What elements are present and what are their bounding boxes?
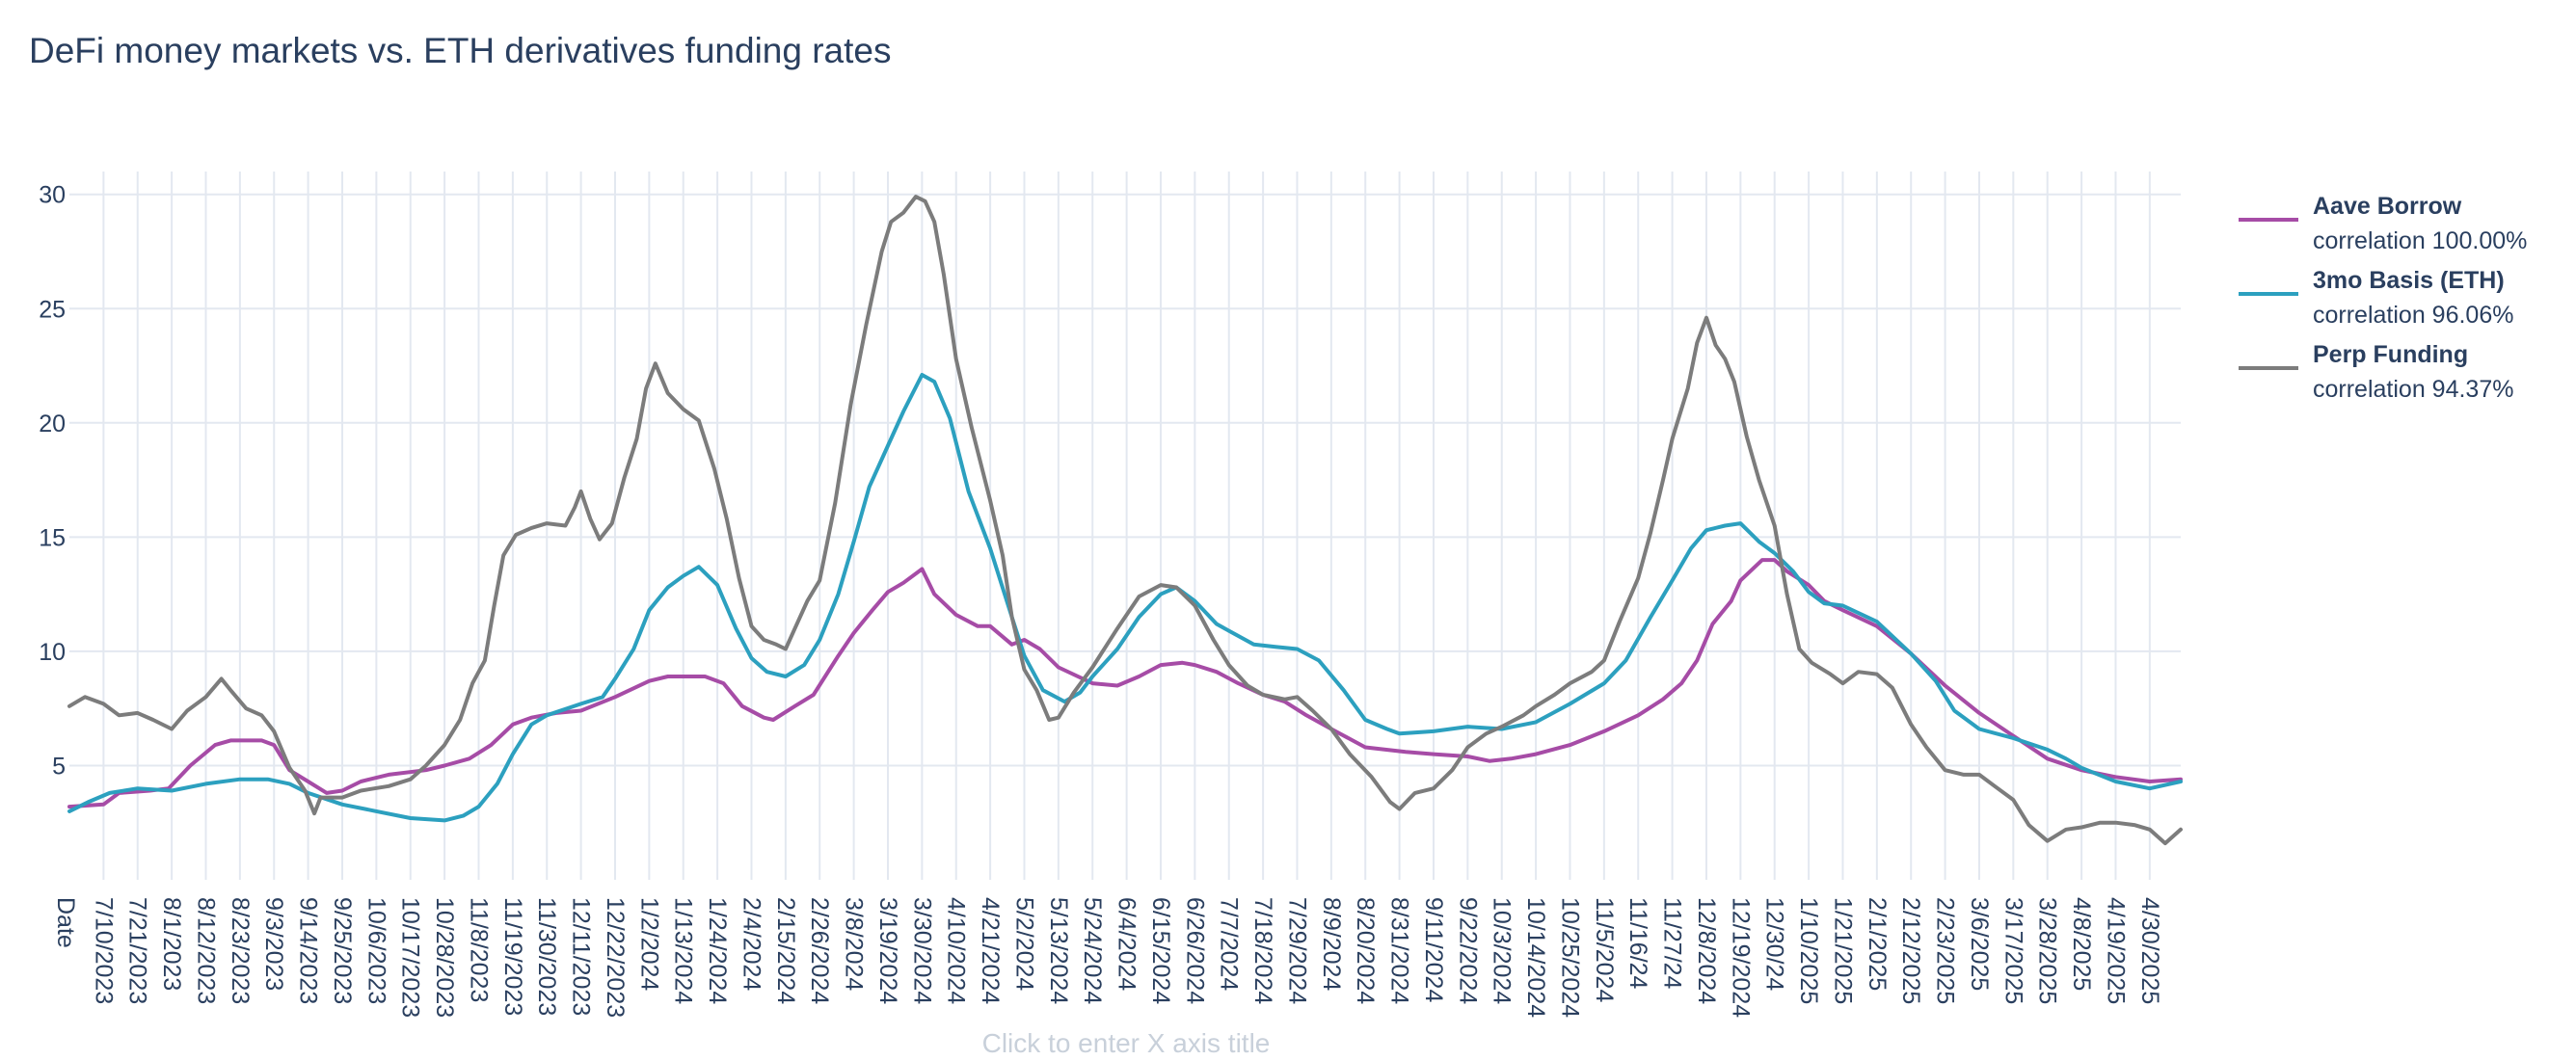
- x-tick-label: 6/4/2024: [1114, 897, 1140, 991]
- x-tick-label: 12/22/2023: [602, 897, 629, 1018]
- series-line-aave-borrow[interactable]: [67, 558, 2183, 809]
- x-tick-label: 1/21/2025: [1829, 897, 1856, 1004]
- x-tick-label: 2/23/2025: [1932, 897, 1959, 1004]
- x-tick-label: 9/3/2023: [260, 897, 287, 991]
- x-tick-label: 10/3/2024: [1489, 897, 1516, 1004]
- x-tick-label: 8/12/2023: [192, 897, 219, 1004]
- x-tick-label: 7/29/2024: [1283, 897, 1310, 1004]
- x-tick-label: 5/2/2024: [1010, 897, 1037, 991]
- x-tick-label: 3/6/2025: [1966, 897, 1993, 991]
- x-tick-label: 4/30/2025: [2136, 897, 2163, 1004]
- legend-series-name: 3mo Basis (ETH): [2313, 267, 2505, 294]
- x-axis: Date 7/10/2023 7/21/2023 8/1/2023 8/12/2023 8…: [52, 897, 2163, 1018]
- x-tick-label: 10/28/2023: [431, 897, 458, 1018]
- x-tick-label: 10/6/2023: [362, 897, 389, 1004]
- x-tick-label: 3/19/2024: [874, 897, 901, 1004]
- x-tick-label: 7/21/2023: [124, 897, 151, 1004]
- x-tick-label: 3/30/2024: [908, 897, 935, 1004]
- series-line-3mo-basis-eth[interactable]: [67, 373, 2183, 823]
- y-tick-label: 30: [39, 182, 66, 209]
- x-tick-label: 11/5/2024: [1591, 897, 1618, 1002]
- x-tick-label: 3/28/2025: [2034, 897, 2061, 1004]
- x-tick-label: 2/26/2024: [806, 897, 833, 1004]
- x-tick-label: 8/20/2024: [1352, 897, 1379, 1004]
- x-tick-label: 5/13/2024: [1045, 897, 1072, 1004]
- legend-series-name: Perp Funding: [2313, 341, 2468, 368]
- x-tick-label: 10/25/2024: [1556, 897, 1583, 1018]
- x-tick-label: 12/11/2023: [568, 897, 595, 1016]
- y-tick-label: 25: [39, 296, 66, 323]
- legend-correlation: correlation 96.06%: [2313, 302, 2513, 329]
- x-tick-label: 11/19/2023: [499, 897, 526, 1016]
- x-tick-label-first: Date: [52, 897, 79, 948]
- y-tick-label: 10: [39, 639, 66, 666]
- legend-correlation: correlation 94.37%: [2313, 376, 2513, 403]
- x-tick-label: 11/30/2023: [533, 897, 560, 1016]
- legend-item[interactable]: Aave Borrow correlation 100.00%: [2239, 193, 2527, 254]
- x-tick-label: 5/24/2024: [1079, 897, 1106, 1004]
- x-tick-label: 7/10/2023: [90, 897, 117, 1004]
- x-tick-label: 8/31/2024: [1386, 897, 1413, 1004]
- y-tick-label: 15: [39, 524, 66, 551]
- x-tick-label: 2/15/2024: [772, 897, 799, 1004]
- x-tick-label: 2/1/2025: [1864, 897, 1891, 991]
- x-tick-label: 11/8/2023: [465, 897, 492, 1002]
- legend-item[interactable]: Perp Funding correlation 94.37%: [2239, 341, 2513, 403]
- series-layer: [67, 195, 2183, 846]
- x-tick-label: 8/23/2023: [227, 897, 254, 1004]
- legend-item[interactable]: 3mo Basis (ETH) correlation 96.06%: [2239, 267, 2513, 329]
- x-tick-label: 10/14/2024: [1522, 897, 1549, 1018]
- x-tick-label: 12/8/2024: [1693, 897, 1720, 1004]
- legend-series-name: Aave Borrow: [2313, 193, 2462, 220]
- x-tick-label: 10/17/2023: [397, 897, 424, 1018]
- x-axis-title-placeholder[interactable]: Click to enter X axis title: [982, 1028, 1271, 1058]
- x-tick-label: 7/18/2024: [1249, 897, 1276, 1004]
- x-tick-label: 9/25/2023: [329, 897, 356, 1004]
- x-tick-label: 2/4/2024: [738, 897, 765, 991]
- legend-correlation: correlation 100.00%: [2313, 227, 2527, 254]
- x-tick-label: 4/21/2024: [977, 897, 1004, 1004]
- x-tick-label: 1/13/2024: [670, 897, 697, 1004]
- x-tick-label: 4/19/2025: [2102, 897, 2129, 1004]
- x-tick-label: 8/9/2024: [1318, 897, 1345, 991]
- x-tick-label: 7/7/2024: [1216, 897, 1243, 991]
- x-tick-label: 12/30/24: [1761, 897, 1788, 991]
- x-tick-label: 1/10/2025: [1795, 897, 1822, 1004]
- chart-title: DeFi money markets vs. ETH derivatives f…: [29, 31, 892, 70]
- x-tick-label: 9/11/2024: [1420, 897, 1447, 1002]
- x-tick-label: 1/2/2024: [635, 897, 662, 991]
- x-tick-label: 11/27/24: [1659, 897, 1686, 990]
- x-tick-label: 4/10/2024: [943, 897, 970, 1004]
- x-tick-label: 1/24/2024: [704, 897, 731, 1004]
- x-tick-label: 4/8/2025: [2068, 897, 2095, 991]
- y-tick-label: 5: [52, 753, 66, 780]
- y-axis: 5 10 15 20 25 30: [39, 182, 66, 781]
- series-line-perp-funding[interactable]: [67, 195, 2183, 846]
- x-tick-label: 8/1/2023: [158, 897, 185, 991]
- grid: [69, 172, 2181, 880]
- x-tick-label: 3/8/2024: [841, 897, 868, 991]
- x-tick-label: 6/26/2024: [1181, 897, 1208, 1004]
- x-tick-label: 2/12/2025: [1897, 897, 1924, 1004]
- x-tick-label: 11/16/24: [1624, 897, 1651, 990]
- x-tick-label: 9/14/2023: [295, 897, 322, 1004]
- x-tick-label: 9/22/2024: [1454, 897, 1481, 1004]
- x-tick-label: 12/19/2024: [1727, 897, 1754, 1018]
- x-tick-label: 3/17/2025: [1999, 897, 2026, 1004]
- x-tick-label: 6/15/2024: [1147, 897, 1174, 1004]
- legend: Aave Borrow correlation 100.00% 3mo Basis …: [2239, 193, 2527, 403]
- y-tick-label: 20: [39, 411, 66, 437]
